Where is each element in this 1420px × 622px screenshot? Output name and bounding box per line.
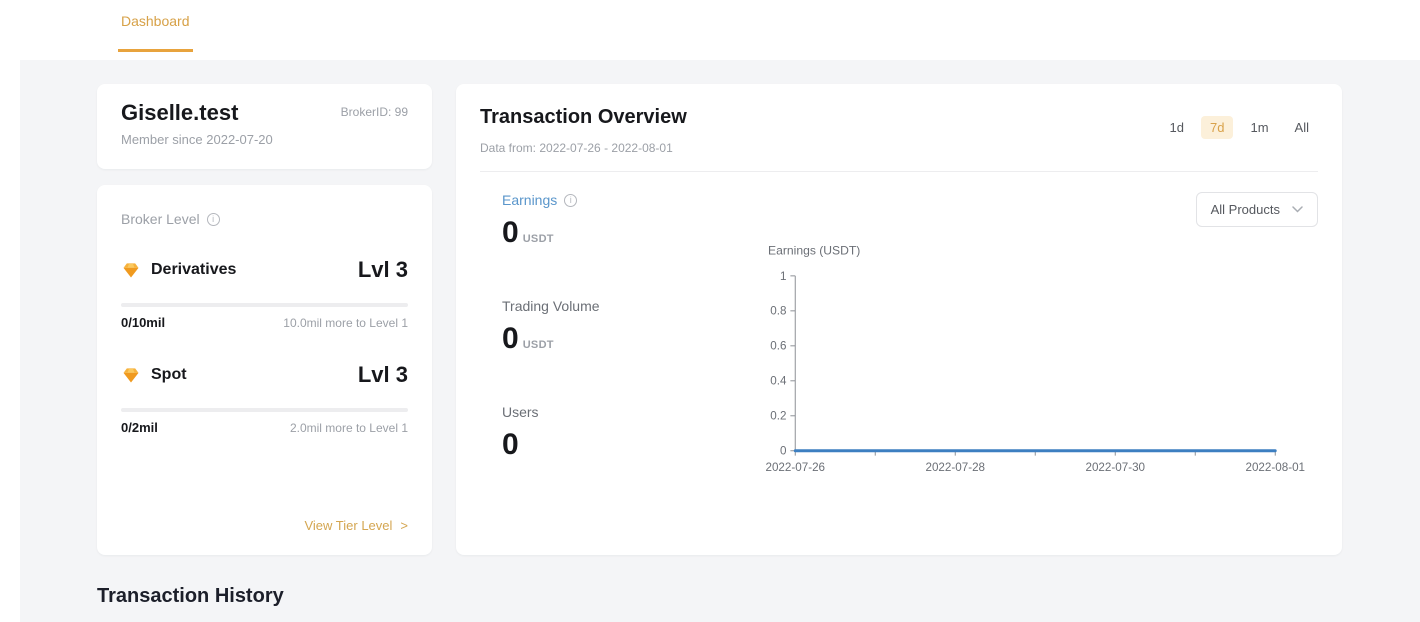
stat-value: 0 xyxy=(502,428,519,461)
tier-name: Derivatives xyxy=(151,261,237,278)
gem-icon xyxy=(123,368,139,383)
time-range-selector: 1d 7d 1m All xyxy=(1161,116,1318,139)
svg-text:2022-08-01: 2022-08-01 xyxy=(1245,461,1305,474)
svg-text:2022-07-26: 2022-07-26 xyxy=(765,461,825,474)
tier-level: Lvl 3 xyxy=(357,257,408,282)
chart-area: All Products Earnings (USDT) 0 0.2 0.4 0.6 0.… xyxy=(735,192,1318,537)
broker-level-title: Broker Level xyxy=(121,211,200,227)
member-since: Member since 2022-07-20 xyxy=(121,132,273,148)
dashboard-row: Giselle.test BrokerID: 99 Member since 2… xyxy=(97,84,1342,555)
svg-text:2022-07-28: 2022-07-28 xyxy=(925,461,985,474)
svg-text:2022-07-30: 2022-07-30 xyxy=(1085,461,1145,474)
stat-users: Users 0 xyxy=(502,404,735,462)
range-button-1d[interactable]: 1d xyxy=(1169,120,1185,135)
tier-progress-bar xyxy=(121,303,408,307)
tier-derivatives: Derivatives Lvl 3 0/10mil 10.0mil more t… xyxy=(121,257,408,330)
view-tier-level-link[interactable]: View Tier Level > xyxy=(304,518,408,533)
svg-text:0: 0 xyxy=(780,445,787,458)
overview-title: Transaction Overview xyxy=(480,106,687,128)
transaction-history-title: Transaction History xyxy=(97,585,284,607)
tier-spot: Spot Lvl 3 0/2mil 2.0mil more to Level 1 xyxy=(121,362,408,435)
broker-name: Giselle.test xyxy=(121,100,239,125)
profile-card: Giselle.test BrokerID: 99 Member since 2… xyxy=(97,84,432,169)
tier-name: Spot xyxy=(151,366,187,383)
overview-date-range: Data from: 2022-07-26 - 2022-08-01 xyxy=(480,141,673,155)
range-button-1m[interactable]: 1m xyxy=(1250,120,1269,135)
tier-remaining-label: 10.0mil more to Level 1 xyxy=(283,316,408,330)
range-button-7d[interactable]: 7d xyxy=(1201,116,1234,139)
svg-text:0.6: 0.6 xyxy=(770,340,786,353)
stat-trading-volume: Trading Volume 0 USDT xyxy=(502,298,735,356)
chevron-down-icon xyxy=(1292,206,1303,213)
left-column: Giselle.test BrokerID: 99 Member since 2… xyxy=(97,84,432,555)
product-filter-dropdown[interactable]: All Products xyxy=(1195,192,1318,227)
broker-id: BrokerID: 99 xyxy=(340,105,408,119)
svg-text:0.8: 0.8 xyxy=(770,305,786,318)
info-icon[interactable]: i xyxy=(206,212,220,226)
arrow-right-icon: > xyxy=(400,518,408,533)
info-icon[interactable]: i xyxy=(564,193,578,207)
svg-text:1: 1 xyxy=(780,270,786,283)
tier-level: Lvl 3 xyxy=(357,362,408,387)
stat-value: 0 USDT xyxy=(502,322,554,355)
tab-dashboard[interactable]: Dashboard xyxy=(118,0,193,52)
range-button-all[interactable]: All xyxy=(1294,120,1309,135)
broker-level-card: Broker Level i Derivatives Lvl 3 xyxy=(97,185,432,555)
tier-progress-label: 0/10mil xyxy=(121,315,166,330)
tier-progress-bar xyxy=(121,408,408,412)
dashboard-content: Giselle.test BrokerID: 99 Member since 2… xyxy=(20,60,1420,622)
svg-text:0.4: 0.4 xyxy=(770,375,787,388)
tier-remaining-label: 2.0mil more to Level 1 xyxy=(289,421,408,435)
stat-earnings: Earnings i 0 USDT xyxy=(502,192,735,250)
svg-text:Earnings (USDT): Earnings (USDT) xyxy=(768,243,860,257)
overview-stats: Earnings i 0 USDT Trading Volume 0 USDT Us… xyxy=(480,192,735,537)
transaction-overview-card: Transaction Overview Data from: 2022-07-… xyxy=(456,84,1342,555)
gem-icon xyxy=(123,263,139,278)
svg-text:0.2: 0.2 xyxy=(770,410,786,423)
earnings-line-chart: Earnings (USDT) 0 0.2 0.4 0.6 0.8 1 2022-07-26 2… xyxy=(765,243,1305,474)
stat-value: 0 USDT xyxy=(502,216,554,249)
top-nav-bar: Dashboard xyxy=(0,0,1420,60)
tier-progress-label: 0/2mil xyxy=(121,420,158,435)
